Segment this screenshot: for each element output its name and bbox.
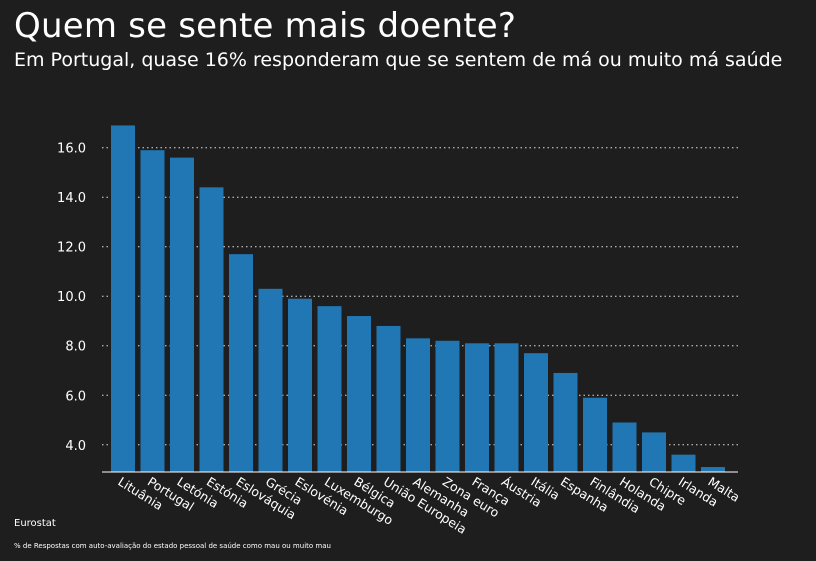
chart-subtitle: Em Portugal, quase 16% responderam que s…	[14, 49, 783, 71]
bar	[170, 157, 194, 472]
bar	[376, 325, 401, 472]
footnote: % de Respostas com auto-avaliação do est…	[14, 542, 331, 550]
bar	[553, 372, 578, 472]
bar	[111, 125, 135, 472]
bar	[140, 150, 165, 472]
x-axis-ticks: LituâniaPortugalLetóniaEstóniaEslováquia…	[115, 474, 742, 537]
y-tick-label: 14.0	[57, 191, 86, 206]
bar	[612, 422, 637, 472]
bar	[288, 298, 312, 472]
y-tick-label: 16.0	[57, 142, 86, 157]
bar	[494, 343, 519, 472]
bar	[465, 343, 489, 472]
bar	[671, 454, 696, 472]
bar	[317, 306, 342, 472]
bar	[258, 288, 283, 472]
source-label: Eurostat	[14, 518, 56, 529]
bar	[642, 432, 666, 472]
bars	[111, 125, 725, 472]
bar	[347, 316, 371, 472]
bar	[229, 254, 253, 472]
y-axis-ticks: 4.0 6.0 8.0 10.0 12.0 14.0 16.0	[57, 142, 86, 454]
chart-title: Quem se sente mais doente?	[14, 6, 517, 46]
bar	[406, 338, 430, 472]
y-tick-label: 12.0	[57, 241, 86, 256]
bar	[701, 467, 725, 472]
y-tick-label: 6.0	[65, 389, 86, 404]
y-tick-label: 10.0	[57, 290, 86, 305]
bar	[524, 353, 548, 472]
bar	[199, 187, 224, 472]
y-tick-label: 8.0	[65, 340, 86, 355]
bar	[435, 340, 460, 472]
y-tick-label: 4.0	[65, 439, 86, 454]
bar	[583, 397, 607, 472]
